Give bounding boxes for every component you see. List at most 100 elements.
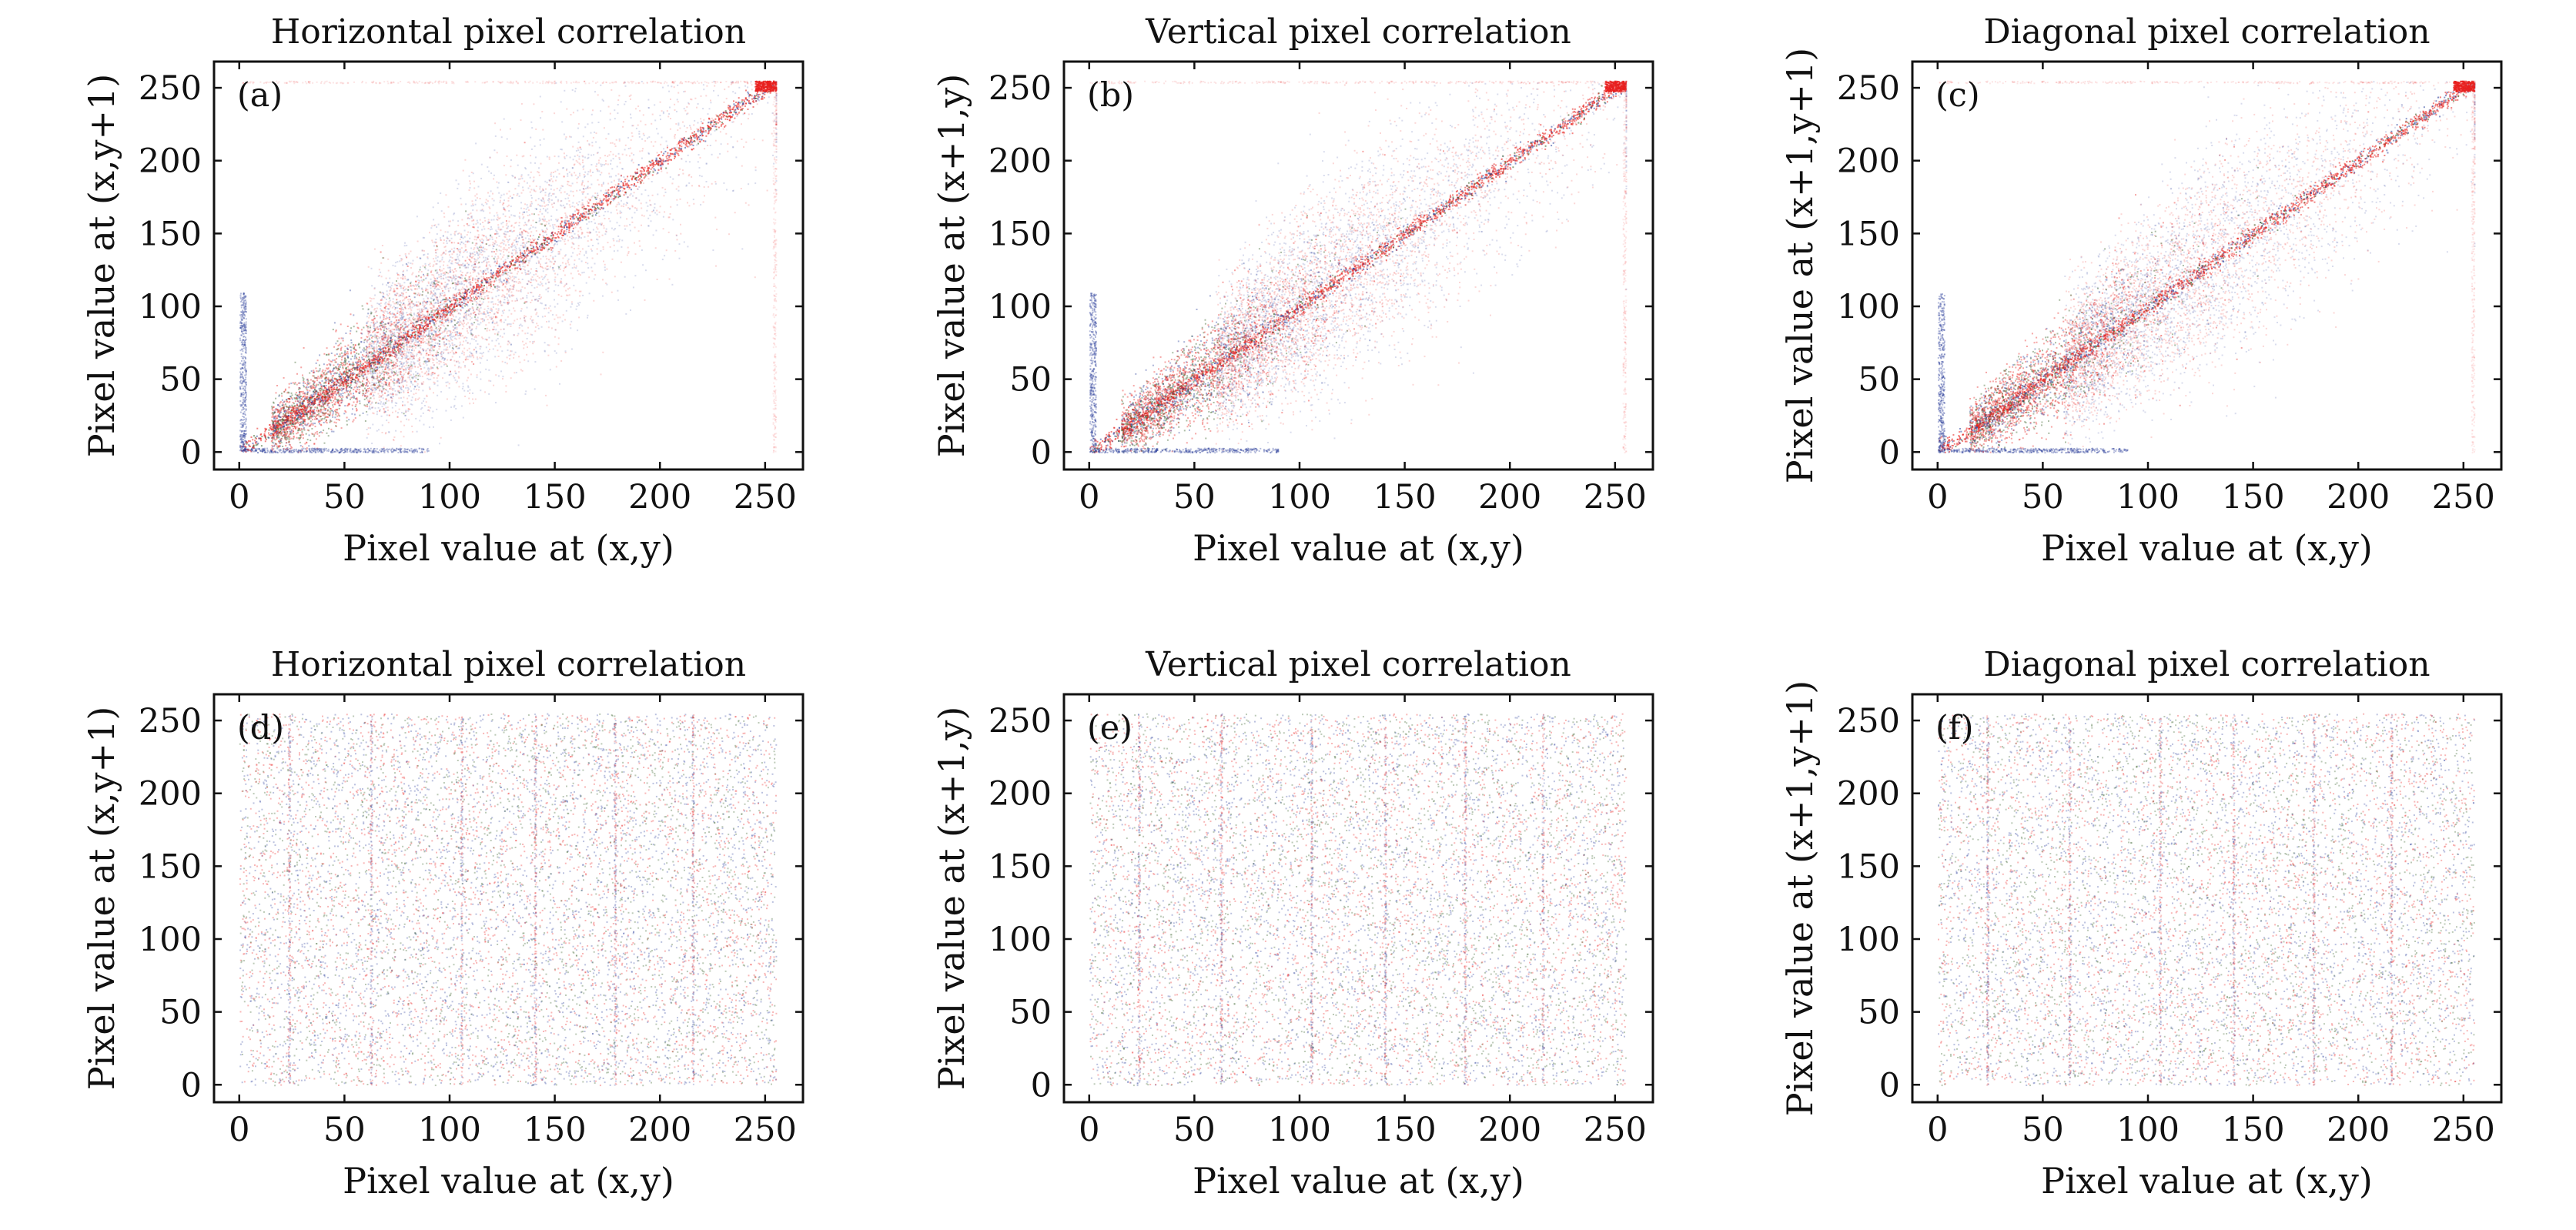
scatter-point: [562, 320, 564, 322]
scatter-point: [705, 95, 707, 96]
scatter-point: [471, 265, 473, 266]
scatter-point: [558, 343, 560, 345]
scatter-point: [513, 357, 514, 359]
scatter-point: [407, 320, 409, 322]
scatter-point: [520, 310, 522, 312]
scatter-point: [388, 286, 390, 288]
scatter-point: [636, 128, 637, 129]
scatter-point: [455, 379, 457, 381]
scatter-point: [493, 178, 494, 179]
scatter-point: [533, 220, 534, 222]
scatter-point: [664, 189, 666, 190]
scatter-point: [528, 262, 530, 263]
scatter-point: [447, 265, 448, 266]
scatter-point: [564, 212, 566, 214]
scatter-point: [433, 382, 434, 383]
scatter-point: [535, 326, 537, 328]
scatter-point: [645, 124, 647, 125]
scatter-point: [703, 84, 704, 85]
scatter-point: [458, 371, 460, 373]
scatter-point: [688, 205, 690, 206]
scatter-point: [469, 175, 470, 177]
scatter-point: [563, 205, 564, 206]
scatter-point: [495, 265, 497, 266]
scatter-point: [472, 399, 473, 400]
scatter-point: [527, 241, 528, 242]
scatter-point: [567, 193, 568, 195]
scatter-point: [653, 234, 654, 236]
scatter-point: [523, 189, 524, 191]
scatter-point: [469, 389, 470, 391]
scatter-point: [454, 365, 456, 366]
scatter-point: [545, 256, 547, 257]
scatter-point: [651, 123, 652, 125]
scatter-point: [710, 100, 711, 102]
scatter-point: [617, 250, 618, 252]
scatter-point: [460, 313, 461, 315]
scatter-point: [370, 356, 371, 357]
scatter-point: [520, 249, 521, 251]
scatter-point: [677, 239, 678, 240]
scatter-point: [720, 131, 721, 132]
scatter-point: [403, 344, 405, 346]
scatter-point: [443, 212, 445, 214]
scatter-point: [370, 427, 371, 429]
scatter-point: [417, 279, 419, 281]
scatter-point: [437, 329, 438, 331]
scatter-point: [430, 368, 432, 369]
scatter-point: [554, 112, 555, 114]
scatter-point: [444, 373, 446, 374]
scatter-point: [572, 191, 574, 192]
scatter-point: [608, 218, 610, 219]
scatter-point: [507, 272, 509, 273]
scatter-point: [587, 193, 589, 195]
scatter-point: [380, 302, 382, 304]
scatter-point: [544, 316, 546, 317]
scatter-point: [431, 239, 433, 241]
scatter-point: [571, 246, 573, 248]
scatter-point: [567, 184, 568, 186]
scatter-point: [614, 245, 615, 246]
scatter-point: [490, 229, 491, 230]
scatter-point: [628, 251, 630, 252]
scatter-point: [590, 249, 592, 250]
scatter-point: [704, 148, 705, 149]
scatter-point: [448, 221, 450, 222]
scatter-point: [639, 246, 641, 247]
scatter-point: [423, 381, 424, 383]
scatter-point: [440, 192, 441, 194]
scatter-point: [617, 299, 619, 301]
scatter-point: [486, 203, 487, 205]
scatter-point: [557, 243, 558, 245]
scatter-point: [387, 385, 389, 386]
scatter-point: [483, 302, 484, 303]
scatter-point: [457, 309, 458, 310]
scatter-point: [470, 343, 471, 345]
scatter-point: [467, 225, 469, 226]
scatter-point: [559, 173, 560, 175]
scatter-point: [527, 307, 528, 309]
scatter-point: [566, 310, 567, 312]
scatter-point: [565, 139, 567, 140]
scatter-point: [415, 339, 417, 340]
scatter-point: [471, 361, 473, 363]
scatter-point: [544, 139, 545, 140]
scatter-point: [537, 286, 538, 288]
scatter-point: [427, 285, 428, 286]
scatter-point: [370, 342, 371, 343]
scatter-point: [641, 225, 642, 226]
scatter-point: [512, 249, 514, 251]
scatter-point: [520, 175, 522, 177]
scatter-point: [546, 221, 547, 222]
scatter-point: [555, 196, 557, 198]
scatter-point: [496, 250, 497, 252]
scatter-point: [473, 266, 474, 268]
scatter-point: [469, 180, 470, 182]
scatter-point: [412, 396, 413, 398]
scatter-point: [611, 199, 612, 200]
scatter-point: [567, 262, 569, 263]
scatter-point: [371, 298, 373, 299]
scatter-point: [595, 165, 597, 167]
scatter-point: [564, 156, 565, 158]
scatter-point: [597, 192, 598, 194]
